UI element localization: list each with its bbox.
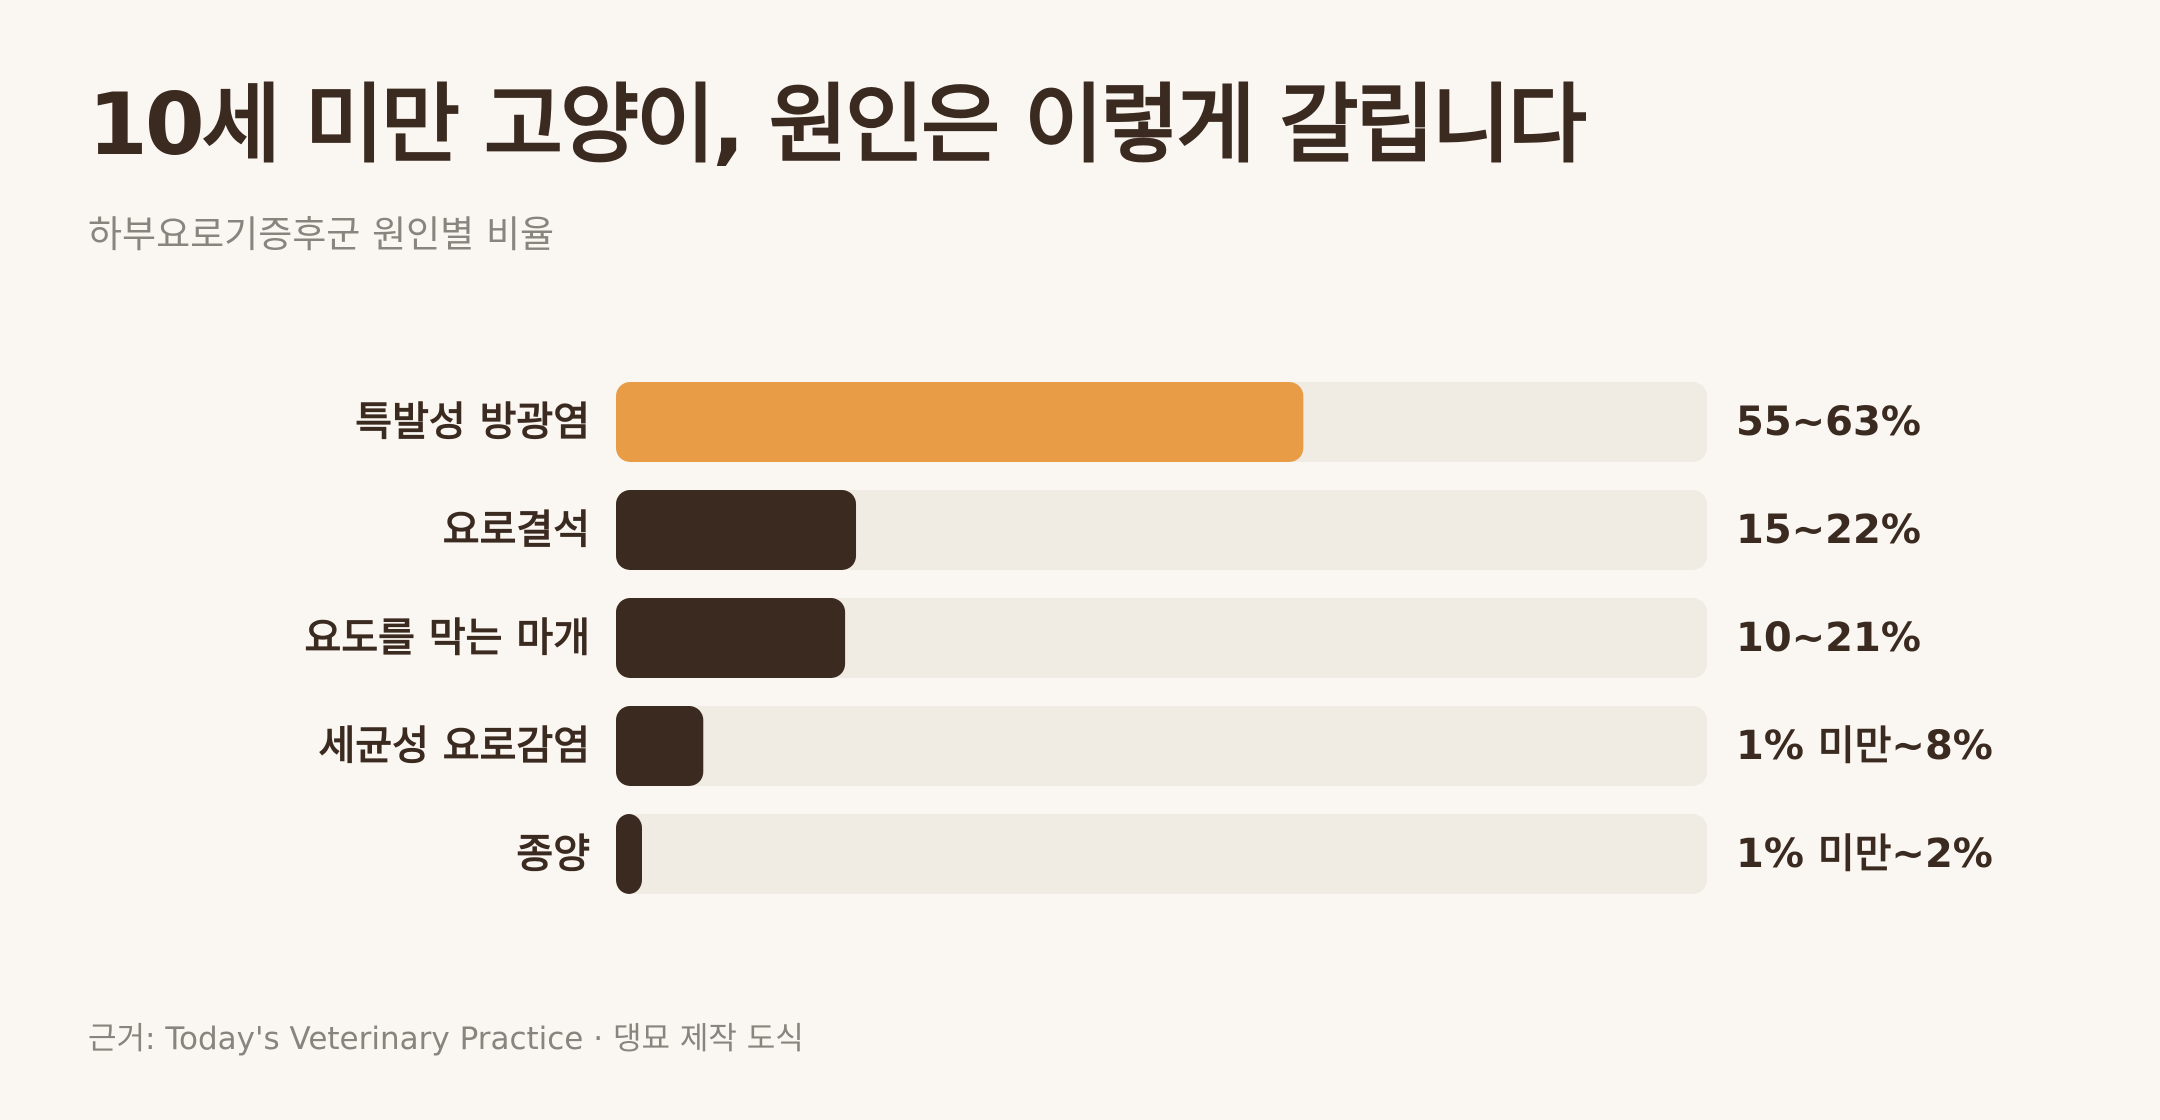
bar-track	[616, 814, 1707, 894]
value-label: 1% 미만~2%	[1736, 831, 1993, 877]
value-label: 55~63%	[1736, 399, 1921, 445]
chart-title: 10세 미만 고양이, 원인은 이렇게 갈립니다	[88, 75, 1587, 175]
chart-subtitle: 하부요로기증후군 원인별 비율	[88, 213, 555, 256]
value-label: 1% 미만~8%	[1736, 723, 1993, 769]
bar-track	[616, 490, 1707, 570]
bar-row: 종양 1% 미만~2%	[516, 814, 1993, 894]
category-label: 특발성 방광염	[355, 399, 590, 445]
bar-track	[616, 598, 1707, 678]
bar-row: 세균성 요로감염 1% 미만~8%	[318, 706, 1993, 786]
bar	[616, 490, 857, 570]
value-label: 15~22%	[1736, 507, 1921, 553]
source-note: 근거: Today's Veterinary Practice · 댕묘 제작 …	[88, 1021, 804, 1057]
category-label: 종양	[516, 831, 590, 877]
bar-row: 특발성 방광염 55~63%	[355, 382, 1921, 462]
category-label: 요로결석	[443, 507, 590, 553]
bar	[616, 598, 846, 678]
bar	[616, 814, 642, 894]
category-label: 요도를 막는 마개	[305, 615, 590, 661]
category-label: 세균성 요로감염	[318, 723, 590, 769]
bar-row: 요도를 막는 마개 10~21%	[305, 598, 1921, 678]
bar	[616, 382, 1304, 462]
bar-row: 요로결석 15~22%	[443, 490, 1921, 570]
value-label: 10~21%	[1736, 615, 1921, 661]
bar-track	[616, 706, 1707, 786]
bar	[616, 706, 704, 786]
